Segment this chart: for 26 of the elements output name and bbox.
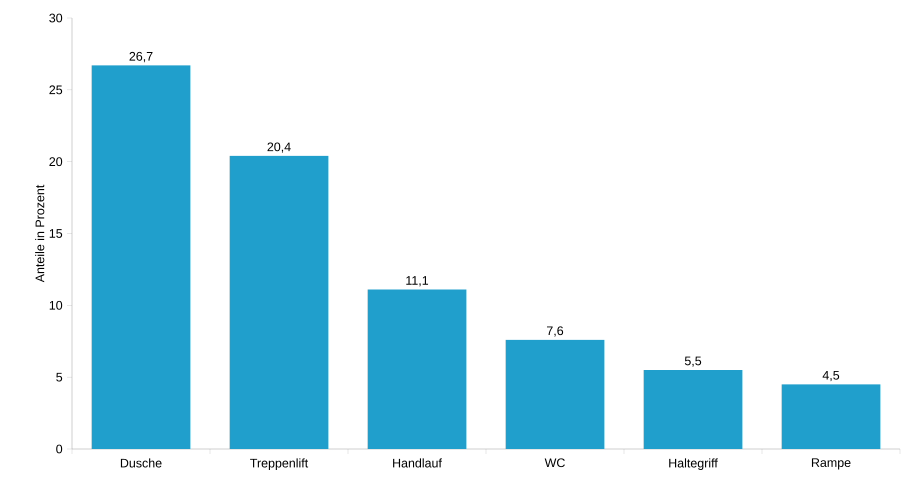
x-tick-label: Dusche [120, 458, 162, 468]
x-tick-label: Rampe [812, 458, 851, 470]
x-tick-label: WC [544, 458, 565, 468]
bar [506, 340, 604, 449]
bar [782, 384, 880, 449]
data-label: 11,1 [406, 276, 428, 286]
x-tick-label: Treppenlift [250, 458, 308, 470]
y-tick-label: 25 [49, 85, 62, 94]
bar [230, 156, 328, 449]
x-tick-label: Haltegriff [669, 458, 718, 470]
bar [92, 65, 190, 449]
data-label: 7,6 [546, 326, 564, 337]
y-tick-label: 30 [49, 14, 62, 22]
y-tick-label: 0 [56, 444, 62, 454]
x-tick-label: Handlauf [393, 458, 442, 468]
data-label: 4,5 [822, 370, 840, 382]
y-tick-label: 10 [50, 300, 62, 310]
y-tick-label: 20 [49, 157, 62, 166]
bar [644, 370, 742, 449]
data-label: 20,4 [268, 142, 291, 153]
data-label: 5,5 [684, 356, 702, 367]
y-tick-label: 15 [50, 229, 62, 238]
y-axis-title: Anteile in Prozent [35, 184, 44, 282]
bar [368, 290, 466, 449]
y-tick-label: 5 [56, 372, 62, 382]
data-label: 26,7 [130, 52, 152, 62]
